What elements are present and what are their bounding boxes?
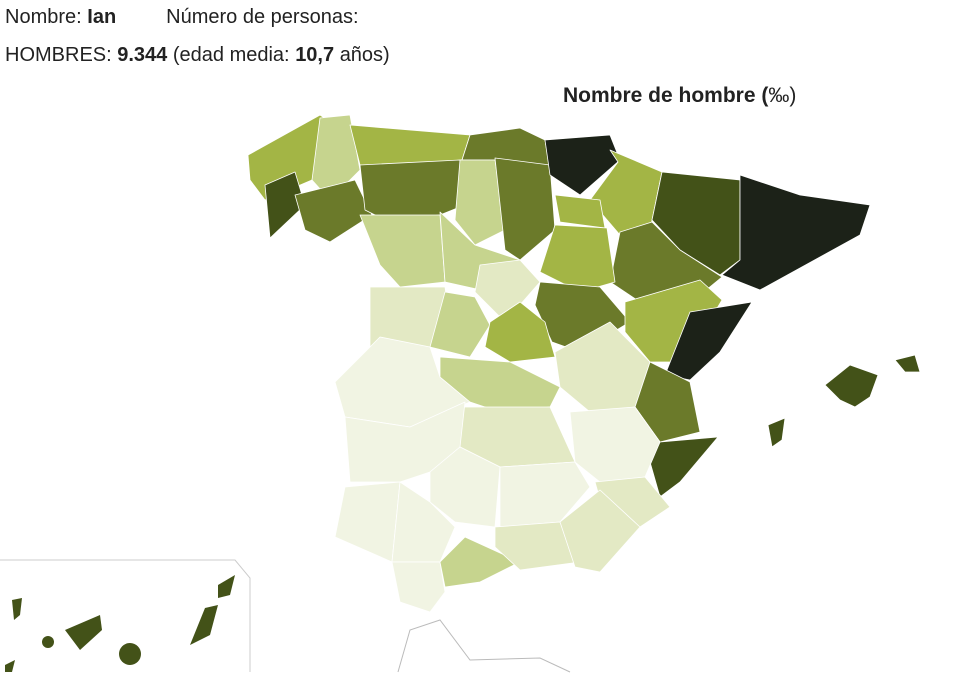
name: Ian — [87, 6, 117, 28]
province — [391, 481, 456, 563]
province — [334, 481, 401, 563]
name-label: Nombre: — [5, 6, 82, 28]
name-line: Nombre: Ian Número de personas: — [5, 6, 359, 29]
province — [494, 521, 581, 571]
province — [439, 536, 521, 588]
provinces — [247, 114, 921, 613]
africa-coast — [397, 619, 571, 673]
island — [5, 660, 15, 672]
map-title: Nombre de hombre (‰) — [563, 84, 796, 108]
title-text: Nombre de hombre ( — [563, 84, 769, 107]
stats-label: HOMBRES: — [5, 44, 112, 66]
province — [554, 194, 606, 229]
canary-frame — [0, 559, 251, 672]
title-close: ) — [789, 84, 797, 107]
island — [190, 605, 218, 645]
island — [12, 598, 22, 620]
province — [474, 259, 541, 323]
province — [494, 157, 556, 261]
province — [539, 224, 616, 293]
province — [649, 436, 719, 498]
island — [767, 417, 786, 448]
stats-line: HOMBRES: 9.344 (edad media: 10,7 años) — [5, 44, 390, 67]
province — [499, 461, 591, 528]
age: 10,7 — [295, 44, 335, 66]
province — [544, 134, 621, 196]
province — [359, 214, 446, 288]
province — [391, 561, 446, 613]
province — [559, 489, 641, 573]
canary-islands — [5, 575, 235, 672]
count: 9.344 — [117, 44, 168, 66]
title-unit: ‰ — [768, 84, 790, 107]
province — [454, 159, 506, 246]
age-unit: años) — [339, 44, 390, 66]
island — [824, 364, 879, 408]
count-label: Número de personas: — [166, 6, 359, 28]
island — [894, 354, 921, 373]
province — [484, 301, 556, 363]
province — [349, 124, 471, 166]
island — [218, 575, 235, 598]
island — [119, 643, 141, 665]
province — [664, 301, 753, 381]
province — [721, 174, 871, 291]
island — [65, 615, 102, 650]
province — [634, 361, 701, 443]
province — [359, 159, 466, 221]
province — [294, 179, 373, 243]
province — [429, 291, 491, 358]
age-label: (edad media: — [172, 44, 290, 66]
island — [42, 636, 54, 648]
